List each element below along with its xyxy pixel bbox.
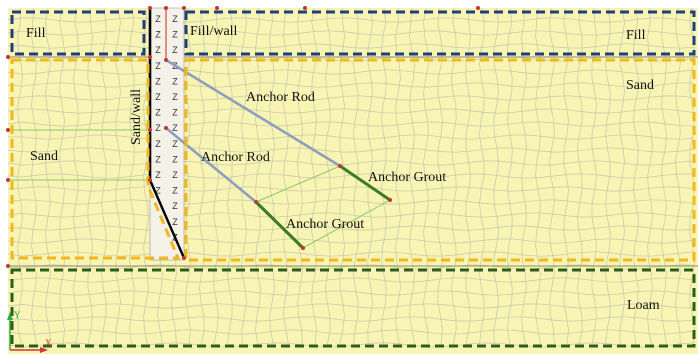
wall-z-marker: Z — [155, 154, 161, 164]
node-point[interactable] — [215, 6, 219, 10]
label-sand-right: Sand — [626, 78, 654, 93]
wall-z-marker: Z — [172, 186, 178, 196]
wall-z-marker: Z — [172, 108, 178, 118]
node-point[interactable] — [301, 246, 305, 250]
label-fill-left: Fill — [26, 26, 46, 41]
node-point[interactable] — [182, 6, 186, 10]
node-point[interactable] — [164, 58, 168, 62]
label-anchor-grout-lower: Anchor Grout — [286, 217, 364, 232]
node-point[interactable] — [476, 6, 480, 10]
label-sand-left: Sand — [30, 149, 58, 164]
node-point[interactable] — [164, 6, 168, 10]
label-fill-right: Fill — [626, 28, 646, 43]
wall-z-marker: Z — [155, 45, 161, 55]
label-sand-wall: Sand/wall — [129, 89, 144, 145]
wall-z-marker: Z — [172, 139, 178, 149]
node-point[interactable] — [6, 55, 10, 59]
node-point[interactable] — [148, 55, 152, 59]
label-anchor-rod-lower: Anchor Rod — [201, 150, 270, 165]
node-point[interactable] — [388, 198, 392, 202]
wall-z-marker: Z — [172, 92, 178, 102]
node-point[interactable] — [303, 6, 307, 10]
wall-z-marker: Z — [155, 14, 161, 24]
wall-z-marker: Z — [172, 154, 178, 164]
node-point[interactable] — [148, 178, 152, 182]
node-point[interactable] — [164, 126, 168, 130]
wall-z-marker: Z — [155, 92, 161, 102]
node-point[interactable] — [6, 178, 10, 182]
wall-z-marker: Z — [155, 61, 161, 71]
x-axis-label: X — [45, 338, 52, 348]
node-point[interactable] — [148, 6, 152, 10]
wall-z-marker: Z — [172, 14, 178, 24]
label-anchor-grout-upper: Anchor Grout — [368, 170, 446, 185]
y-axis-label: Y — [14, 310, 21, 320]
sheet-pile-wall[interactable]: ZZZZZZZZZZZZZZZZZZZZZZZZZZZ — [150, 8, 184, 260]
node-point[interactable] — [6, 128, 10, 132]
label-anchor-rod-upper: Anchor Rod — [246, 90, 315, 105]
node-point[interactable] — [338, 164, 342, 168]
wall-z-marker: Z — [155, 30, 161, 40]
wall-z-marker: Z — [172, 201, 178, 211]
label-loam: Loam — [627, 298, 660, 313]
node-point[interactable] — [254, 200, 258, 204]
wall-z-marker: Z — [172, 45, 178, 55]
wall-z-marker: Z — [155, 123, 161, 133]
wall-z-marker: Z — [155, 108, 161, 118]
wall-z-marker: Z — [172, 123, 178, 133]
wall-z-marker: Z — [155, 170, 161, 180]
node-point[interactable] — [148, 128, 152, 132]
wall-z-marker: Z — [172, 217, 178, 227]
node-point[interactable] — [182, 256, 186, 260]
wall-z-marker: Z — [155, 139, 161, 149]
label-fill-wall: Fill/wall — [190, 24, 238, 39]
wall-z-marker: Z — [172, 76, 178, 86]
wall-z-marker: Z — [155, 76, 161, 86]
wall-z-marker: Z — [172, 170, 178, 180]
wall-z-marker: Z — [172, 30, 178, 40]
node-point[interactable] — [6, 264, 10, 268]
